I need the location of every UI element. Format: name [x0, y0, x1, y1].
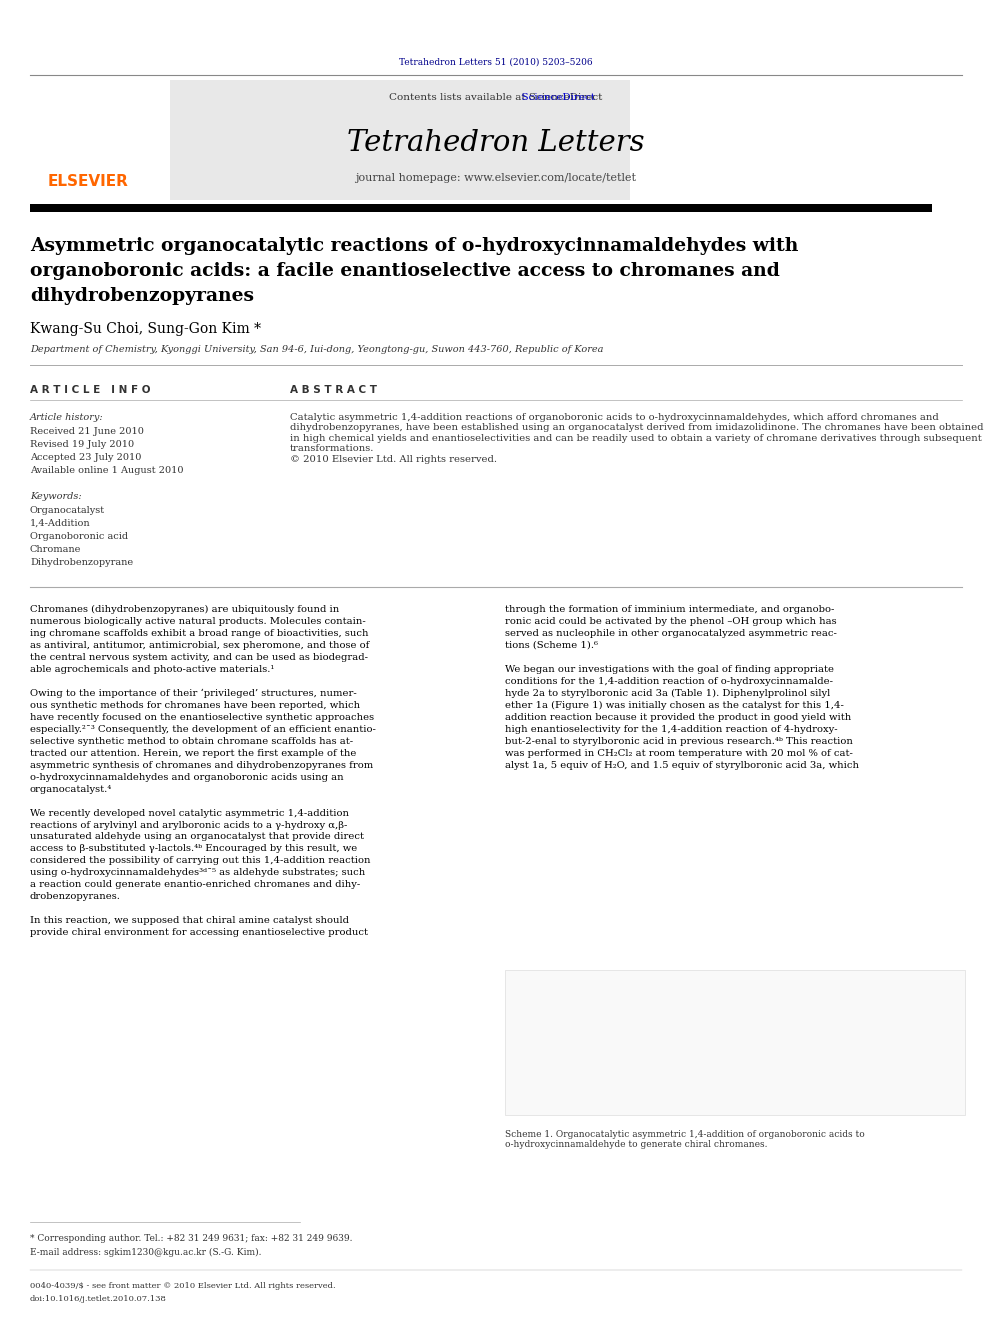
- Bar: [505, 970, 965, 1115]
- Text: A B S T R A C T: A B S T R A C T: [290, 385, 377, 396]
- Text: Contents lists available at ScienceDirect: Contents lists available at ScienceDirec…: [389, 93, 603, 102]
- Text: Tetrahedron Letters: Tetrahedron Letters: [347, 130, 645, 157]
- Bar: [30, 204, 932, 212]
- Text: Keywords:: Keywords:: [30, 492, 81, 501]
- Text: Chromanes (dihydrobenzopyranes) are ubiquitously found in
numerous biologically : Chromanes (dihydrobenzopyranes) are ubiq…: [30, 605, 376, 937]
- Text: dihydrobenzopyranes: dihydrobenzopyranes: [30, 287, 254, 306]
- Bar: [170, 79, 630, 200]
- Text: 0040-4039/$ - see front matter © 2010 Elsevier Ltd. All rights reserved.: 0040-4039/$ - see front matter © 2010 El…: [30, 1282, 335, 1290]
- Text: Kwang-Su Choi, Sung-Gon Kim *: Kwang-Su Choi, Sung-Gon Kim *: [30, 321, 261, 336]
- Text: ScienceDirect: ScienceDirect: [398, 93, 594, 102]
- Text: organoboronic acids: a facile enantioselective access to chromanes and: organoboronic acids: a facile enantiosel…: [30, 262, 780, 280]
- Text: Tetrahedron Letters 51 (2010) 5203–5206: Tetrahedron Letters 51 (2010) 5203–5206: [399, 57, 593, 66]
- Text: Available online 1 August 2010: Available online 1 August 2010: [30, 466, 184, 475]
- Text: E-mail address: sgkim1230@kgu.ac.kr (S.-G. Kim).: E-mail address: sgkim1230@kgu.ac.kr (S.-…: [30, 1248, 262, 1257]
- Text: Accepted 23 July 2010: Accepted 23 July 2010: [30, 452, 142, 462]
- Text: Organocatalyst: Organocatalyst: [30, 505, 105, 515]
- Text: through the formation of imminium intermediate, and organobo-
ronic acid could b: through the formation of imminium interm…: [505, 605, 859, 770]
- Text: Dihydrobenzopyrane: Dihydrobenzopyrane: [30, 558, 133, 568]
- Text: Asymmetric organocatalytic reactions of o-hydroxycinnamaldehydes with: Asymmetric organocatalytic reactions of …: [30, 237, 799, 255]
- Text: 1,4-Addition: 1,4-Addition: [30, 519, 90, 528]
- Text: A R T I C L E   I N F O: A R T I C L E I N F O: [30, 385, 151, 396]
- Text: Revised 19 July 2010: Revised 19 July 2010: [30, 441, 134, 448]
- Text: Article history:: Article history:: [30, 413, 103, 422]
- Text: Organoboronic acid: Organoboronic acid: [30, 532, 128, 541]
- Text: Scheme 1. Organocatalytic asymmetric 1,4-addition of organoboronic acids to
o-hy: Scheme 1. Organocatalytic asymmetric 1,4…: [505, 1130, 865, 1150]
- Text: Chromane: Chromane: [30, 545, 81, 554]
- Text: Department of Chemistry, Kyonggi University, San 94-6, Iui-dong, Yeongtong-gu, S: Department of Chemistry, Kyonggi Univers…: [30, 345, 603, 355]
- Text: journal homepage: www.elsevier.com/locate/tetlet: journal homepage: www.elsevier.com/locat…: [355, 173, 637, 183]
- Text: Received 21 June 2010: Received 21 June 2010: [30, 427, 144, 437]
- Text: Catalytic asymmetric 1,4-addition reactions of organoboronic acids to o-hydroxyc: Catalytic asymmetric 1,4-addition reacti…: [290, 413, 983, 463]
- Text: * Corresponding author. Tel.: +82 31 249 9631; fax: +82 31 249 9639.: * Corresponding author. Tel.: +82 31 249…: [30, 1234, 352, 1244]
- Text: doi:10.1016/j.tetlet.2010.07.138: doi:10.1016/j.tetlet.2010.07.138: [30, 1295, 167, 1303]
- Text: ELSEVIER: ELSEVIER: [48, 175, 128, 189]
